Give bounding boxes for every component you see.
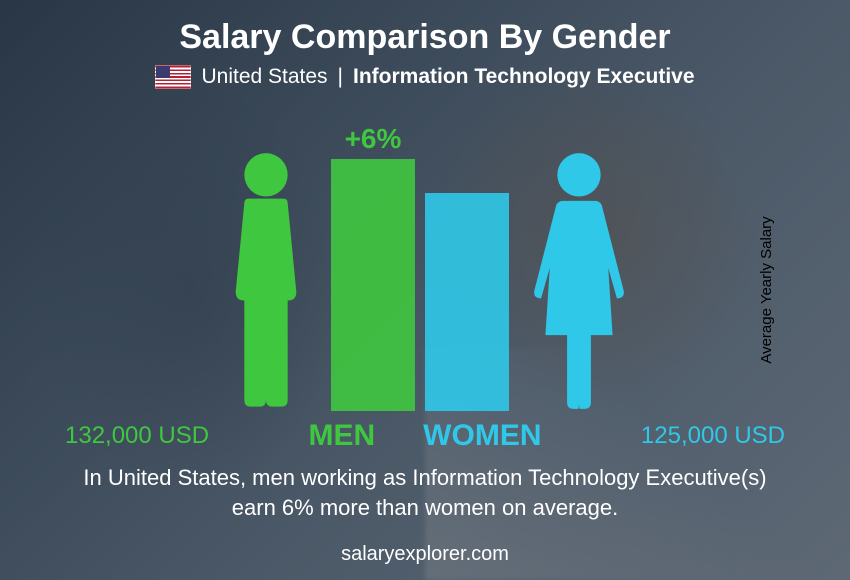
description-text: In United States, men working as Informa… [65,463,785,522]
female-salary: 125,000 USD [641,422,785,450]
infographic-content: Salary Comparison By Gender United State… [0,0,850,580]
gender-labels: MEN WOMEN [309,419,542,453]
separator: | [338,65,343,89]
female-bar [425,193,509,411]
male-salary: 132,000 USD [65,422,209,450]
male-label: MEN [309,419,376,453]
labels-row: 132,000 USD MEN WOMEN 125,000 USD [65,419,785,453]
country-label: United States [201,65,327,89]
female-bar-wrap [425,193,509,411]
footer-source: salaryexplorer.com [0,543,850,566]
female-label: WOMEN [423,419,541,453]
chart-area: +6% [115,101,735,411]
subtitle-row: United States | Information Technology E… [155,65,694,89]
job-title: Information Technology Executive [353,65,695,89]
us-flag-icon [155,65,191,89]
female-person-icon [519,151,639,411]
male-bar [331,159,415,411]
male-bar-wrap: +6% [331,123,415,411]
page-title: Salary Comparison By Gender [179,18,670,57]
male-person-icon [211,151,321,411]
y-axis-label: Average Yearly Salary [758,216,775,363]
difference-label: +6% [345,123,402,155]
